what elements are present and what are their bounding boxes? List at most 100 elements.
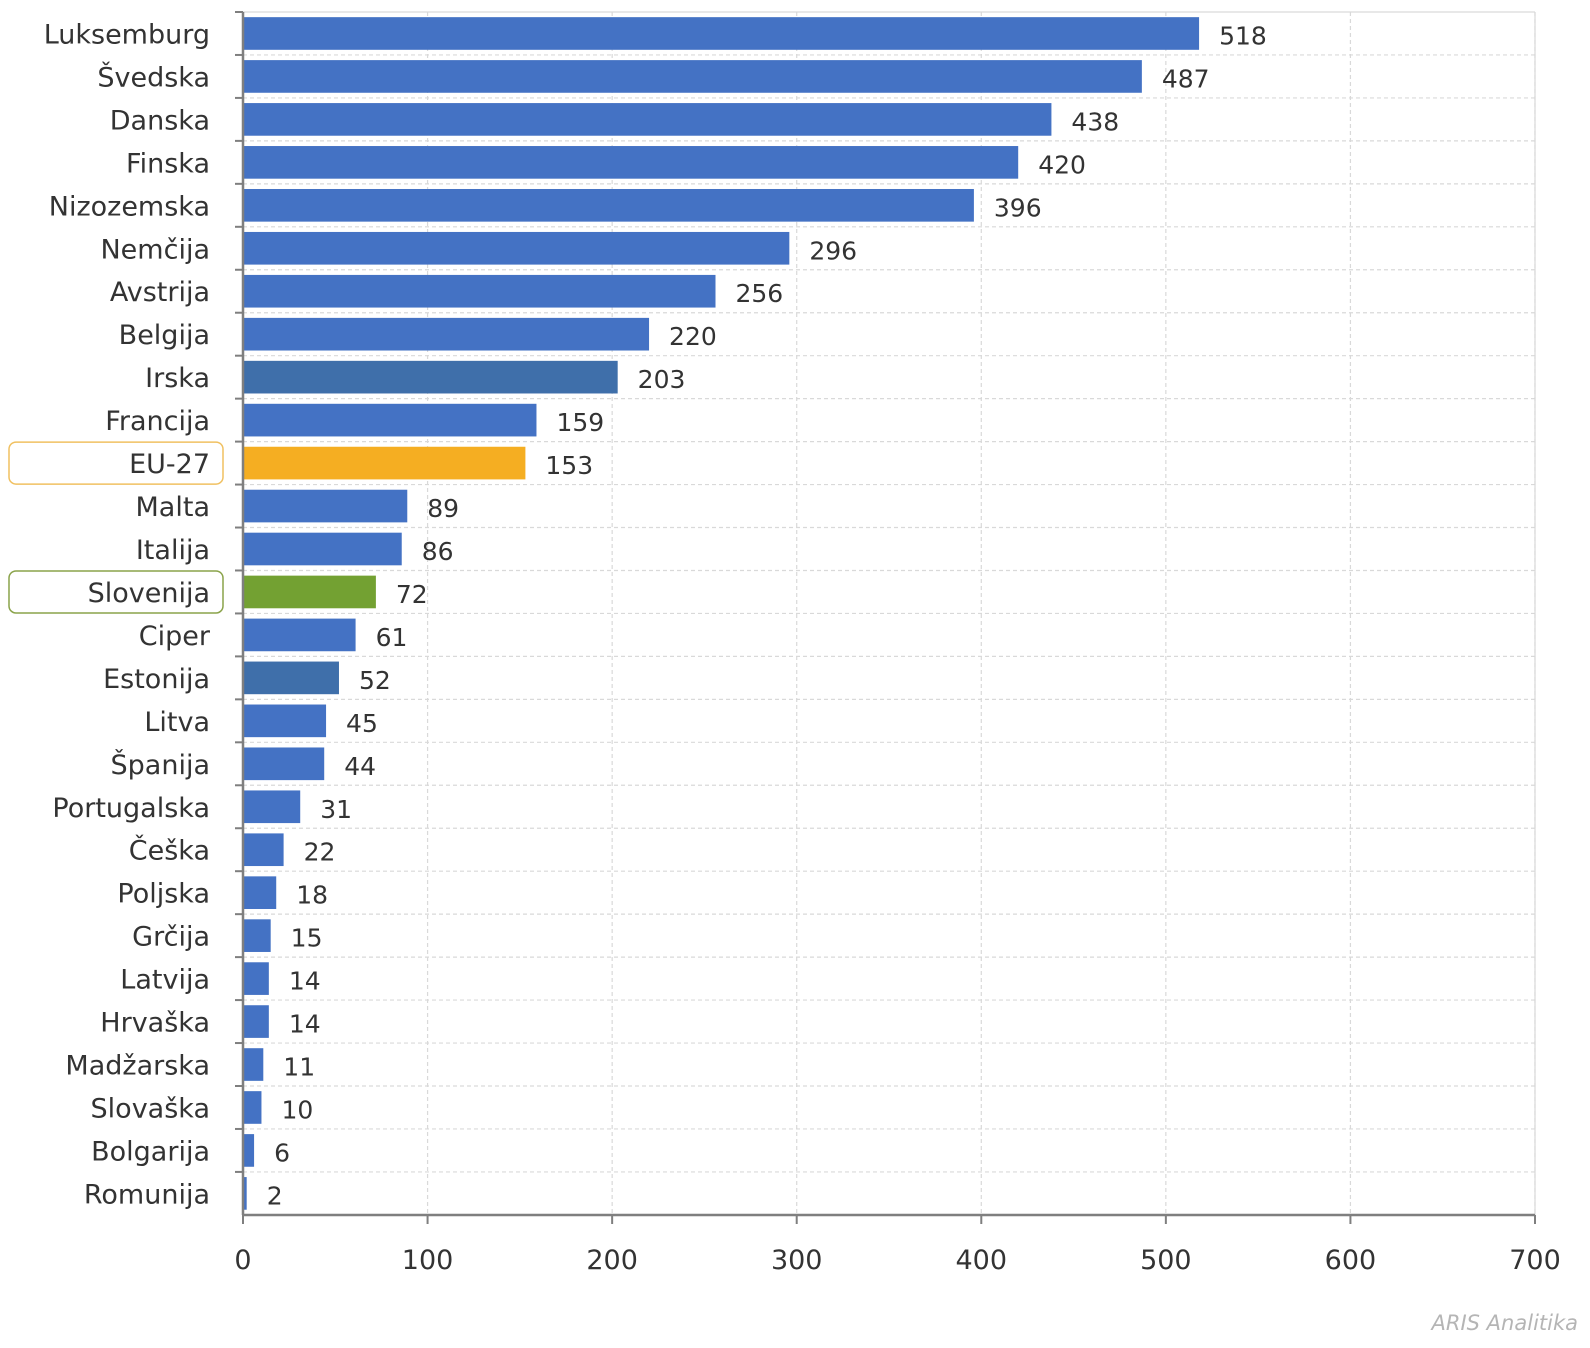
bar [243, 1005, 269, 1038]
category-label: Madžarska [65, 1051, 210, 1082]
data-label: 256 [736, 279, 784, 308]
bar [243, 360, 618, 394]
category-label: Belgija [119, 320, 210, 351]
category-label: Luksemburg [44, 19, 210, 50]
data-label: 72 [396, 580, 428, 609]
data-label: 22 [304, 838, 336, 867]
bar [243, 274, 716, 308]
highlight-box [8, 570, 224, 614]
category-label: Ciper [139, 621, 211, 652]
category-label: EU-27 [129, 449, 210, 480]
data-label: 31 [320, 795, 352, 824]
bar-layer [243, 17, 1200, 1210]
bar [243, 790, 301, 824]
category-label: Španija [111, 749, 210, 781]
bar [243, 704, 327, 738]
category-label: Nemčija [100, 234, 210, 265]
data-label: 220 [669, 322, 717, 351]
category-label: Bolgarija [91, 1136, 210, 1167]
data-label: 420 [1038, 150, 1086, 179]
data-label: 396 [994, 193, 1042, 222]
data-label: 2 [267, 1181, 283, 1210]
bar [243, 876, 277, 910]
category-label: Hrvaška [100, 1008, 210, 1039]
bar [243, 446, 526, 480]
axis-layer: 0 100 200 300 400 500 600 700 [234, 11, 1561, 1276]
category-label: Nizozemska [49, 191, 210, 222]
data-label: 6 [274, 1138, 290, 1167]
category-label: Finska [126, 148, 210, 179]
category-label-layer: Luksemburg Švedska Danska Finska Nizozemska N… [44, 19, 211, 1210]
bar [243, 317, 650, 351]
x-tick-label: 100 [402, 1245, 454, 1276]
data-label: 15 [291, 924, 323, 953]
data-label: 44 [344, 752, 376, 781]
category-label: Grčija [132, 922, 210, 953]
x-tick-label: 700 [1509, 1245, 1561, 1276]
category-label: Poljska [117, 879, 210, 910]
data-label: 14 [289, 967, 321, 996]
bar [243, 1091, 262, 1124]
bar [243, 188, 974, 222]
x-tick-label: 400 [956, 1245, 1008, 1276]
x-tick-label: 0 [234, 1245, 251, 1276]
category-label: Slovaška [91, 1093, 210, 1124]
data-label: 18 [296, 881, 328, 910]
category-label: Romunija [84, 1179, 210, 1210]
data-label: 296 [809, 236, 857, 265]
bar [243, 403, 537, 437]
bar [243, 1134, 255, 1167]
category-label: Danska [110, 105, 210, 136]
category-label: Estonija [103, 664, 210, 695]
bar [243, 1177, 247, 1210]
bar [243, 532, 402, 566]
bar [243, 103, 1052, 136]
bar [243, 146, 1019, 179]
grid-layer [243, 11, 1536, 1215]
data-label: 159 [556, 408, 604, 437]
data-label: 45 [346, 709, 378, 738]
bar [243, 661, 339, 695]
bar [243, 575, 376, 609]
bar [243, 962, 269, 995]
bar [243, 60, 1142, 93]
data-label: 438 [1071, 107, 1119, 136]
category-label: Švedska [97, 61, 210, 93]
bar [243, 919, 271, 952]
bar [243, 747, 325, 781]
category-label: Italija [136, 535, 210, 566]
data-label: 518 [1219, 21, 1267, 50]
x-tick-label: 600 [1325, 1245, 1377, 1276]
data-label: 89 [427, 494, 459, 523]
category-label: Portugalska [52, 793, 210, 824]
category-label: Slovenija [88, 578, 210, 609]
category-label: Irska [145, 363, 210, 394]
bar [243, 1048, 264, 1081]
category-label: Malta [136, 492, 210, 523]
data-label: 153 [545, 451, 593, 480]
highlight-layer [8, 441, 224, 614]
data-label: 203 [638, 365, 686, 394]
data-label: 11 [283, 1053, 315, 1082]
data-label: 86 [422, 537, 454, 566]
credit-text: ARIS Analitika [1431, 1311, 1578, 1335]
bar [243, 833, 284, 867]
category-label: Francija [105, 406, 210, 437]
category-label: Avstrija [110, 277, 210, 308]
category-label: Litva [144, 707, 210, 738]
data-label: 52 [359, 666, 391, 695]
value-label-layer: 518 487 438 420 396 296 256 220 203 159 153 89 86 72 6… [267, 21, 1267, 1210]
category-label: Latvija [120, 965, 210, 996]
x-tick-label: 200 [586, 1245, 638, 1276]
bar [243, 489, 408, 523]
data-label: 487 [1162, 64, 1210, 93]
x-tick-label: 500 [1140, 1245, 1192, 1276]
data-label: 10 [281, 1095, 313, 1124]
data-label: 61 [376, 623, 408, 652]
highlight-box [8, 441, 224, 485]
bar [243, 17, 1200, 50]
bar [243, 231, 790, 265]
bar [243, 618, 356, 652]
